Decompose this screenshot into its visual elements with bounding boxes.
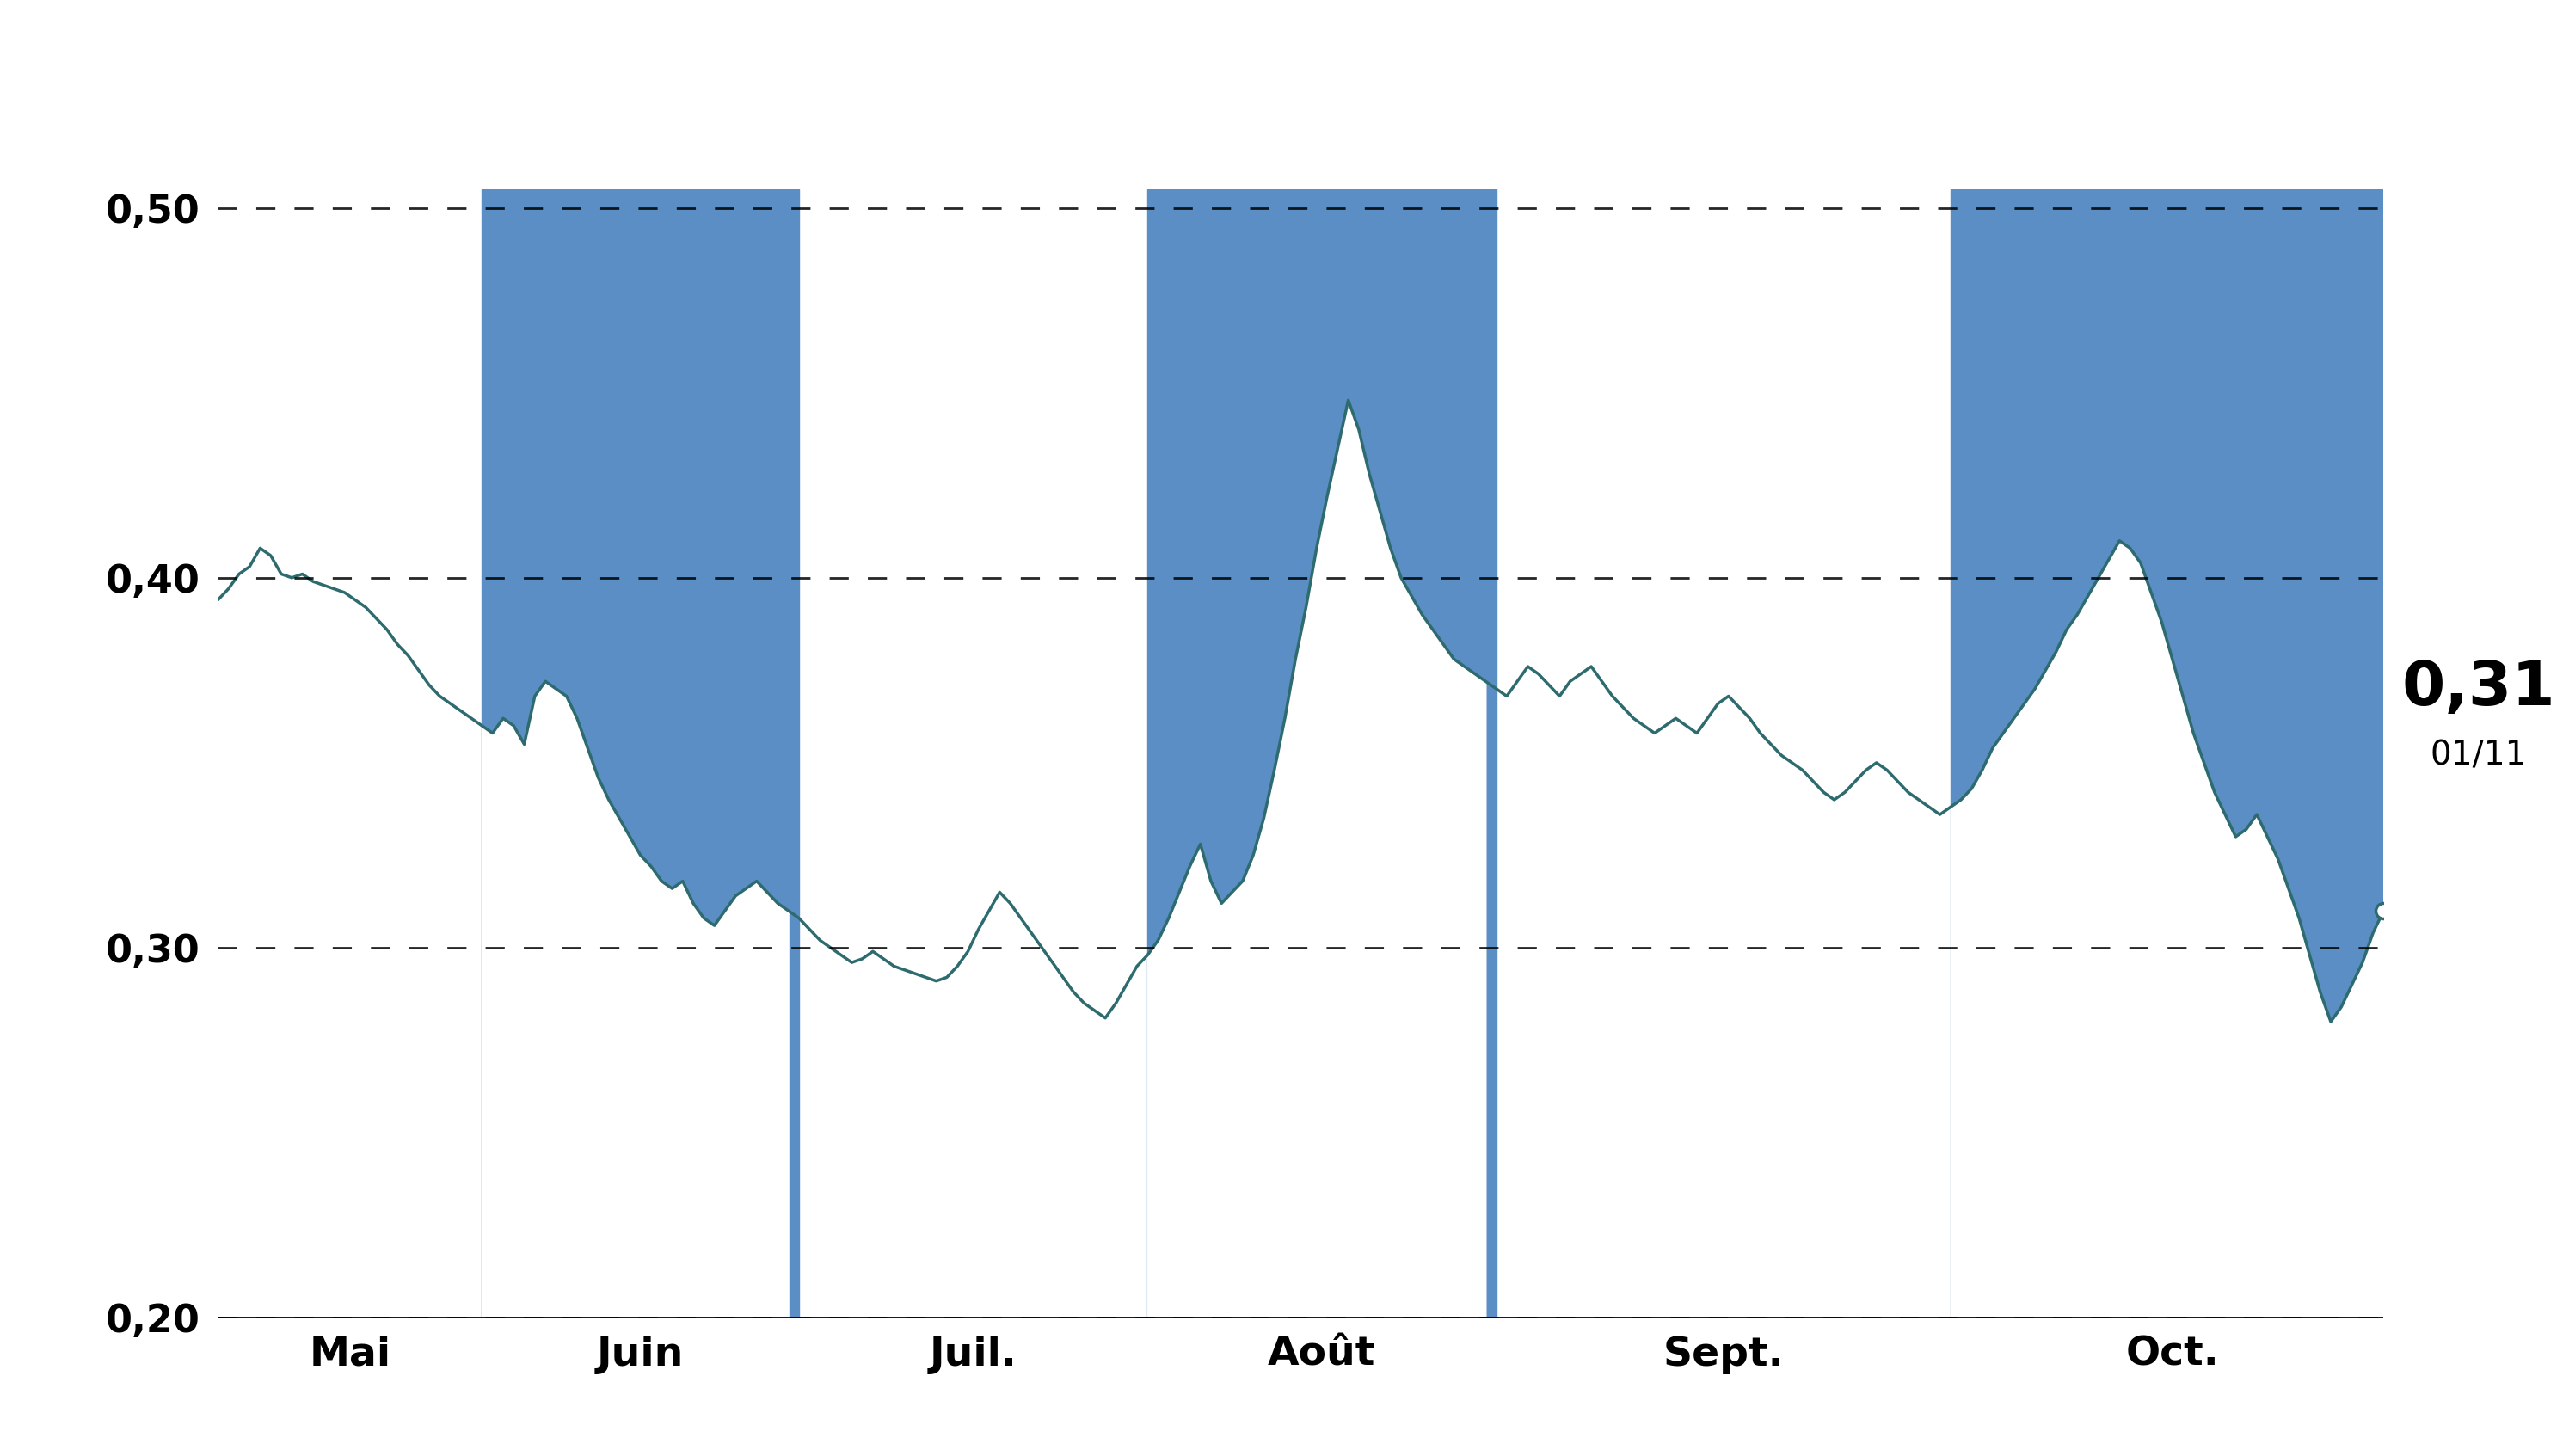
Bar — [1148, 189, 1497, 1318]
Bar — [1950, 189, 2394, 1318]
Bar — [482, 189, 800, 1318]
FancyBboxPatch shape — [2394, 593, 2563, 823]
Text: GENSIGHT BIOLOGICS: GENSIGHT BIOLOGICS — [625, 29, 1938, 134]
Text: 0,31: 0,31 — [2402, 660, 2555, 718]
Text: 01/11: 01/11 — [2430, 740, 2527, 772]
